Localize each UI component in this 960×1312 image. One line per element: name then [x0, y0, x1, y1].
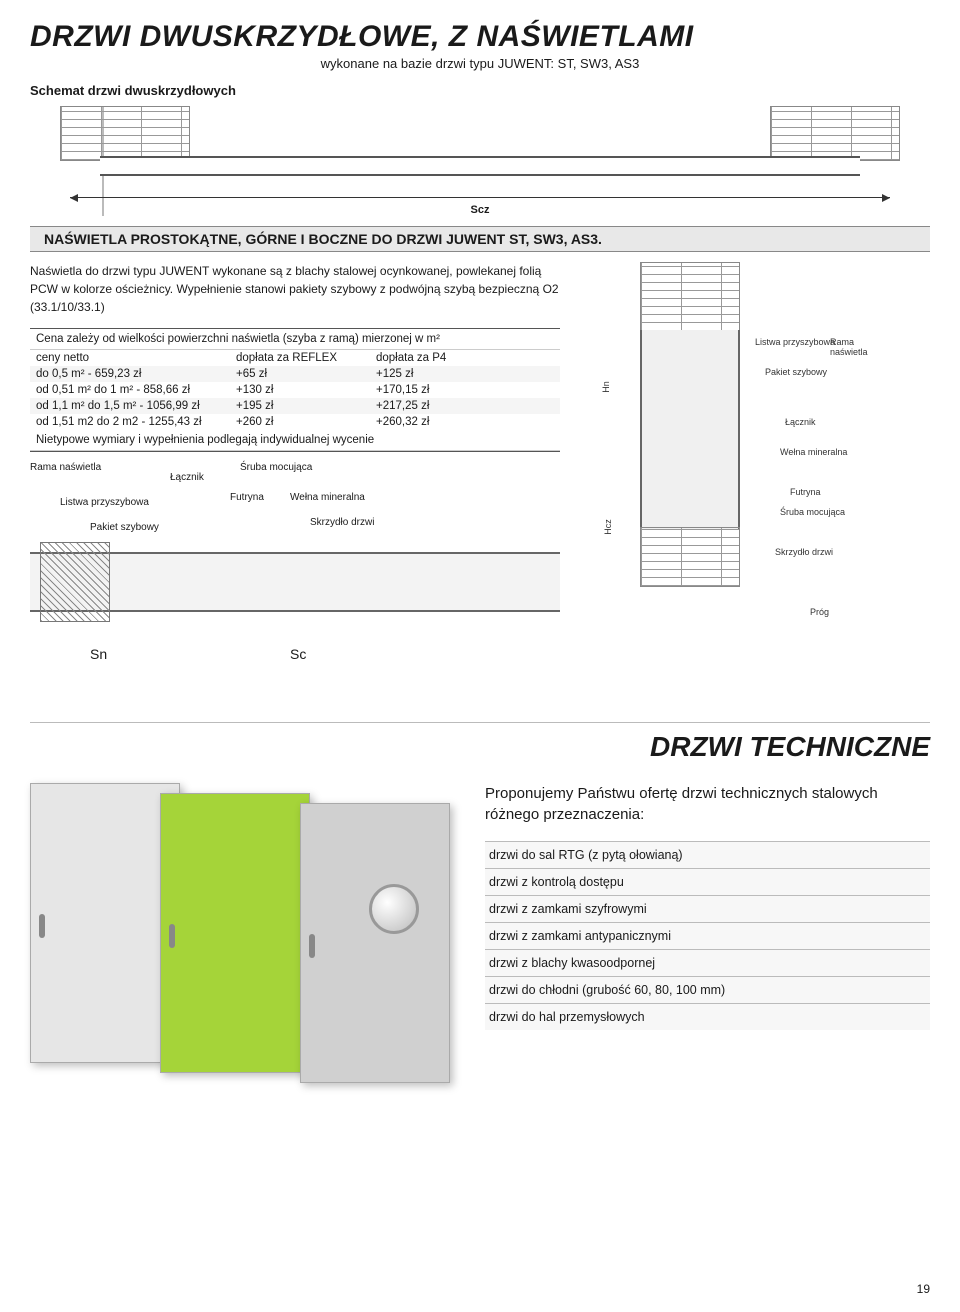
- side-label: Rama naświetla: [830, 337, 880, 357]
- table-cell: +260 zł: [236, 416, 376, 428]
- door-handle: [169, 924, 175, 948]
- bd-hatch: [40, 542, 110, 622]
- table-cell: od 1,1 m² do 1,5 m² - 1056,99 zł: [36, 400, 236, 412]
- offer-item: drzwi z kontrolą dostępu: [485, 868, 930, 895]
- door-handle: [309, 934, 315, 958]
- side-label: Próg: [810, 607, 829, 617]
- side-label: Wełna mineralna: [780, 447, 847, 457]
- bd-label: Rama naświetla: [30, 462, 101, 473]
- bd-label: Skrzydło drzwi: [310, 517, 374, 528]
- table-cell: +260,32 zł: [376, 416, 554, 428]
- side-label: Śruba mocująca: [780, 507, 845, 517]
- bd-dim-sc: Sc: [290, 646, 306, 662]
- table-cell: +217,25 zł: [376, 400, 554, 412]
- door-handle: [39, 914, 45, 938]
- offer-item: drzwi do chłodni (grubość 60, 80, 100 mm…: [485, 976, 930, 1003]
- table-row: do 0,5 m² - 659,23 zł +65 zł +125 zł: [30, 366, 560, 382]
- side-diagram: Listwa przyszybowa Rama naświetla Pakiet…: [580, 262, 880, 662]
- side-label: Listwa przyszybowa: [755, 337, 835, 347]
- side-label: Skrzydło drzwi: [775, 547, 833, 557]
- bd-dim-sn: Sn: [90, 646, 107, 662]
- offer-intro: Proponujemy Państwu ofertę drzwi technic…: [485, 783, 930, 825]
- doors-image: [30, 783, 460, 1083]
- offer-item: drzwi z blachy kwasoodpornej: [485, 949, 930, 976]
- description: Naświetla do drzwi typu JUWENT wykonane …: [30, 262, 560, 316]
- table-header: ceny netto dopłata za REFLEX dopłata za …: [30, 350, 560, 366]
- bar-heading: NAŚWIETLA PROSTOKĄTNE, GÓRNE I BOCZNE DO…: [30, 226, 930, 252]
- section2-title: DRZWI TECHNICZNE: [30, 722, 930, 763]
- top-diagram: Scz: [30, 106, 930, 216]
- price-table: Cena zależy od wielkości powierzchni naś…: [30, 328, 560, 452]
- table-cell: +65 zł: [236, 368, 376, 380]
- table-header-cell: dopłata za P4: [376, 352, 554, 364]
- bottom-diagram: Rama naświetla Łącznik Listwa przyszybow…: [30, 462, 560, 682]
- table-header-cell: dopłata za REFLEX: [236, 352, 376, 364]
- bd-label: Pakiet szybowy: [90, 522, 159, 533]
- table-cell: +125 zł: [376, 368, 554, 380]
- table-cell: +170,15 zł: [376, 384, 554, 396]
- bd-label: Śruba mocująca: [240, 462, 312, 473]
- table-caption: Cena zależy od wielkości powierzchni naś…: [30, 329, 560, 350]
- side-label: Futryna: [790, 487, 821, 497]
- table-footer: Nietypowe wymiary i wypełnienia podlegaj…: [30, 430, 560, 451]
- dimension-line: [70, 197, 890, 198]
- bd-label: Wełna mineralna: [290, 492, 365, 503]
- table-cell: do 0,5 m² - 659,23 zł: [36, 368, 236, 380]
- vblock-bot: [640, 527, 740, 587]
- side-label: Łącznik: [785, 417, 816, 427]
- side-label: Hcz: [603, 519, 613, 535]
- page-title: DRZWI DWUSKRZYDŁOWE, Z NAŚWIETLAMI: [30, 20, 930, 54]
- table-cell: od 0,51 m² do 1 m² - 858,66 zł: [36, 384, 236, 396]
- table-row: od 0,51 m² do 1 m² - 858,66 zł +130 zł +…: [30, 382, 560, 398]
- bd-label: Futryna: [230, 492, 264, 503]
- offer-item: drzwi z zamkami antypanicznymi: [485, 922, 930, 949]
- vblock-top: [640, 262, 740, 332]
- cross-beam: [100, 156, 860, 176]
- table-row: od 1,1 m² do 1,5 m² - 1056,99 zł +195 zł…: [30, 398, 560, 414]
- door-grey: [30, 783, 180, 1063]
- schematic-label: Schemat drzwi dwuskrzydłowych: [30, 83, 930, 98]
- offer-item: drzwi z zamkami szyfrowymi: [485, 895, 930, 922]
- porthole-icon: [369, 884, 419, 934]
- door-green: [160, 793, 310, 1073]
- door-porthole: [300, 803, 450, 1083]
- bd-label: Listwa przyszybowa: [60, 497, 149, 508]
- vblock-mid: [640, 330, 740, 530]
- table-cell: od 1,51 m2 do 2 m2 - 1255,43 zł: [36, 416, 236, 428]
- hatch-block: [60, 106, 190, 161]
- scz-label: Scz: [471, 204, 490, 216]
- table-row: od 1,51 m2 do 2 m2 - 1255,43 zł +260 zł …: [30, 414, 560, 430]
- side-label: Pakiet szybowy: [765, 367, 827, 377]
- offer-item: drzwi do hal przemysłowych: [485, 1003, 930, 1030]
- bd-label: Łącznik: [170, 472, 204, 483]
- table-header-cell: ceny netto: [36, 352, 236, 364]
- hatch-block: [770, 106, 900, 161]
- page-number: 19: [917, 1282, 930, 1296]
- table-cell: +130 zł: [236, 384, 376, 396]
- page-subtitle: wykonane na bazie drzwi typu JUWENT: ST,…: [30, 56, 930, 71]
- offer-item: drzwi do sal RTG (z pytą ołowianą): [485, 841, 930, 868]
- table-cell: +195 zł: [236, 400, 376, 412]
- side-label: Hn: [601, 381, 611, 393]
